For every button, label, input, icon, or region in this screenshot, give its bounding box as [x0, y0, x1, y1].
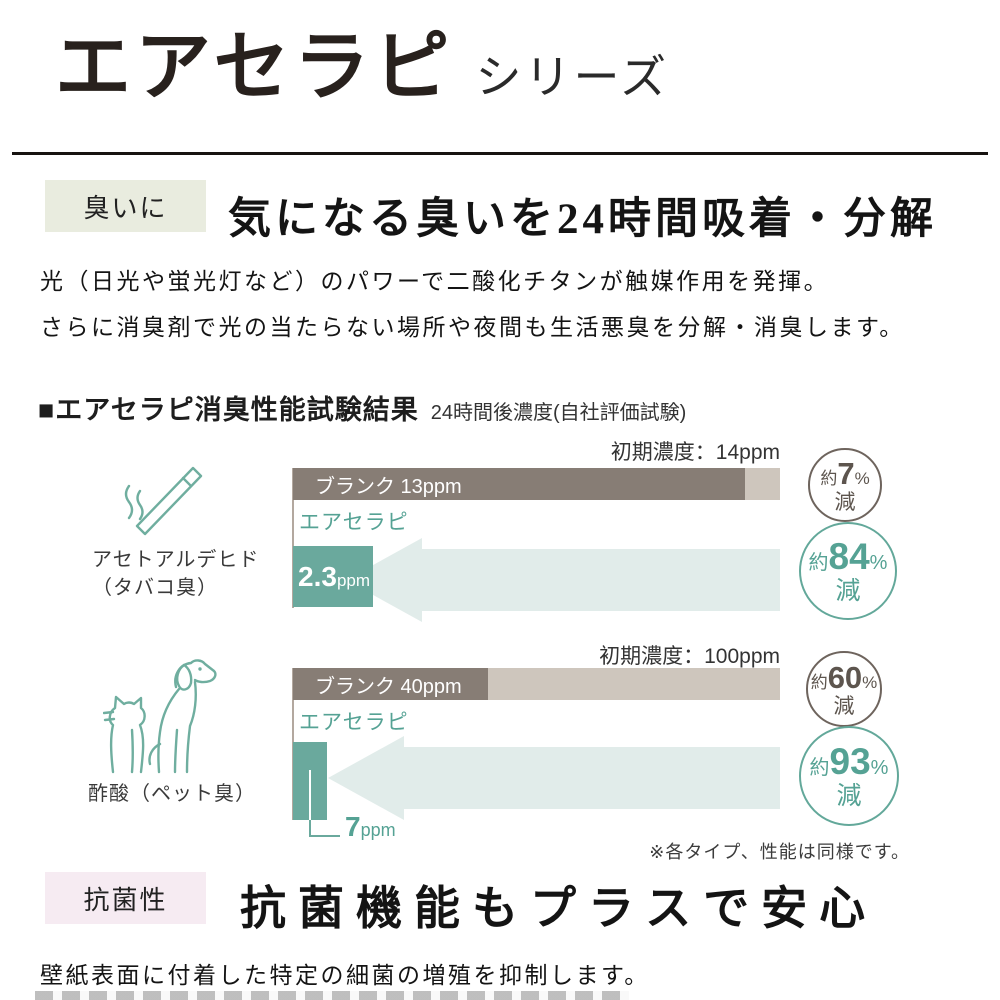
dog-cat-icon [103, 659, 217, 774]
chart1-product-bar: 2.3 ppm [293, 546, 373, 607]
reduction-percent: % [854, 468, 870, 488]
chart2-substance-label: 酢酸（ペット臭） [88, 783, 256, 805]
cigarette-icon [124, 466, 203, 536]
reduction-prefix: 約 [810, 672, 828, 692]
reduction-percent: % [862, 672, 878, 692]
reduction-prefix: 約 [808, 552, 829, 574]
page-title: エアセラピ シリーズ [55, 20, 669, 115]
chart2-value-unit: ppm [360, 820, 396, 840]
chart2-product-label: エアセラピ [299, 711, 409, 734]
chart1-substance-note: （タバコ臭） [92, 577, 218, 599]
reduction-prefix: 約 [809, 757, 830, 779]
chart1-blank-bar-fill: ブランク 13ppm [293, 468, 745, 500]
chart2-callout-line [309, 820, 311, 837]
chart1-blank-bar-remainder [745, 468, 780, 500]
chart2-callout-line [309, 770, 311, 820]
chart2-blank-reduction-badge: 約 60 % 減 [806, 651, 882, 727]
reduction-word: 減 [834, 490, 856, 514]
chart1-blank-bar: ブランク 13ppm [293, 468, 780, 500]
chart1-product-reduction-badge: 約 84 % 減 [799, 522, 897, 620]
chart2-arrow-body [402, 747, 780, 809]
brand-series-label: シリーズ [475, 51, 670, 103]
brand-title: エアセラピ [55, 25, 454, 110]
chart2-callout-line [309, 835, 340, 837]
chart1-product-label: エアセラピ [299, 511, 409, 534]
chart2-product-reduction-badge: 約 93 % 減 [799, 726, 899, 826]
reduction-word: 減 [835, 577, 861, 605]
results-note: ※各タイプ、性能は同様です。 [649, 842, 910, 862]
reduction-percent: % [870, 757, 889, 779]
chart2-blank-bar-fill: ブランク 40ppm [293, 668, 488, 700]
chart2-value-number: 7 [345, 811, 361, 842]
title-divider [12, 152, 988, 155]
odor-body-line2: さらに消臭剤で光の当たらない場所や夜間も生活悪臭を分解・消臭します。 [40, 315, 905, 340]
reduction-value: 93 [829, 741, 871, 782]
chart2-blank-bar-remainder [488, 668, 780, 700]
test-results-title: ■エアセラピ消臭性能試験結果 [38, 395, 419, 425]
cropped-text-strip [35, 991, 629, 1000]
reduction-word: 減 [836, 782, 862, 810]
antibacterial-section-tag: 抗菌性 [45, 872, 206, 924]
chart1-initial-concentration: 初期濃度：14ppm [610, 441, 780, 464]
chart1-value-number: 2.3 [298, 560, 337, 592]
odor-body-line1: 光（日光や蛍光灯など）のパワーで二酸化チタンが触媒作用を発揮。 [40, 269, 830, 294]
chart1-product-value: 2.3 ppm [293, 561, 370, 593]
chart1-substance-name: アセトアルデヒド [92, 549, 260, 571]
chart2-blank-bar: ブランク 40ppm [293, 668, 780, 700]
antibacterial-headline: 抗菌機能もプラスで安心 [240, 883, 878, 934]
reduction-word: 減 [833, 694, 855, 718]
reduction-percent: % [869, 552, 888, 574]
test-results-subtitle: 24時間後濃度(自社評価試験) [430, 402, 687, 424]
reduction-value: 60 [827, 659, 863, 695]
chart1-substance-label: アセトアルデヒド （タバコ臭） [92, 546, 259, 602]
chart2-arrow-head-icon [328, 736, 404, 820]
antibacterial-body: 壁紙表面に付着した特定の細菌の増殖を抑制します。 [40, 963, 650, 988]
chart1-blank-reduction-badge: 約 7 % 減 [808, 448, 882, 522]
odor-section-tag: 臭いに [45, 180, 206, 232]
odor-headline: 気になる臭いを24時間吸着・分解 [228, 196, 937, 243]
reduction-prefix: 約 [820, 468, 838, 488]
chart1-value-unit: ppm [336, 570, 371, 590]
chart1-arrow-body [420, 549, 780, 611]
reduction-value: 84 [828, 536, 870, 577]
test-results-heading: ■エアセラピ消臭性能試験結果 24時間後濃度(自社評価試験) [38, 388, 686, 427]
chart1-axis-line [292, 468, 294, 608]
chart2-product-value: 7 ppm [345, 811, 396, 843]
chart2-initial-concentration: 初期濃度：100ppm [599, 645, 780, 668]
reduction-value: 7 [837, 455, 855, 491]
